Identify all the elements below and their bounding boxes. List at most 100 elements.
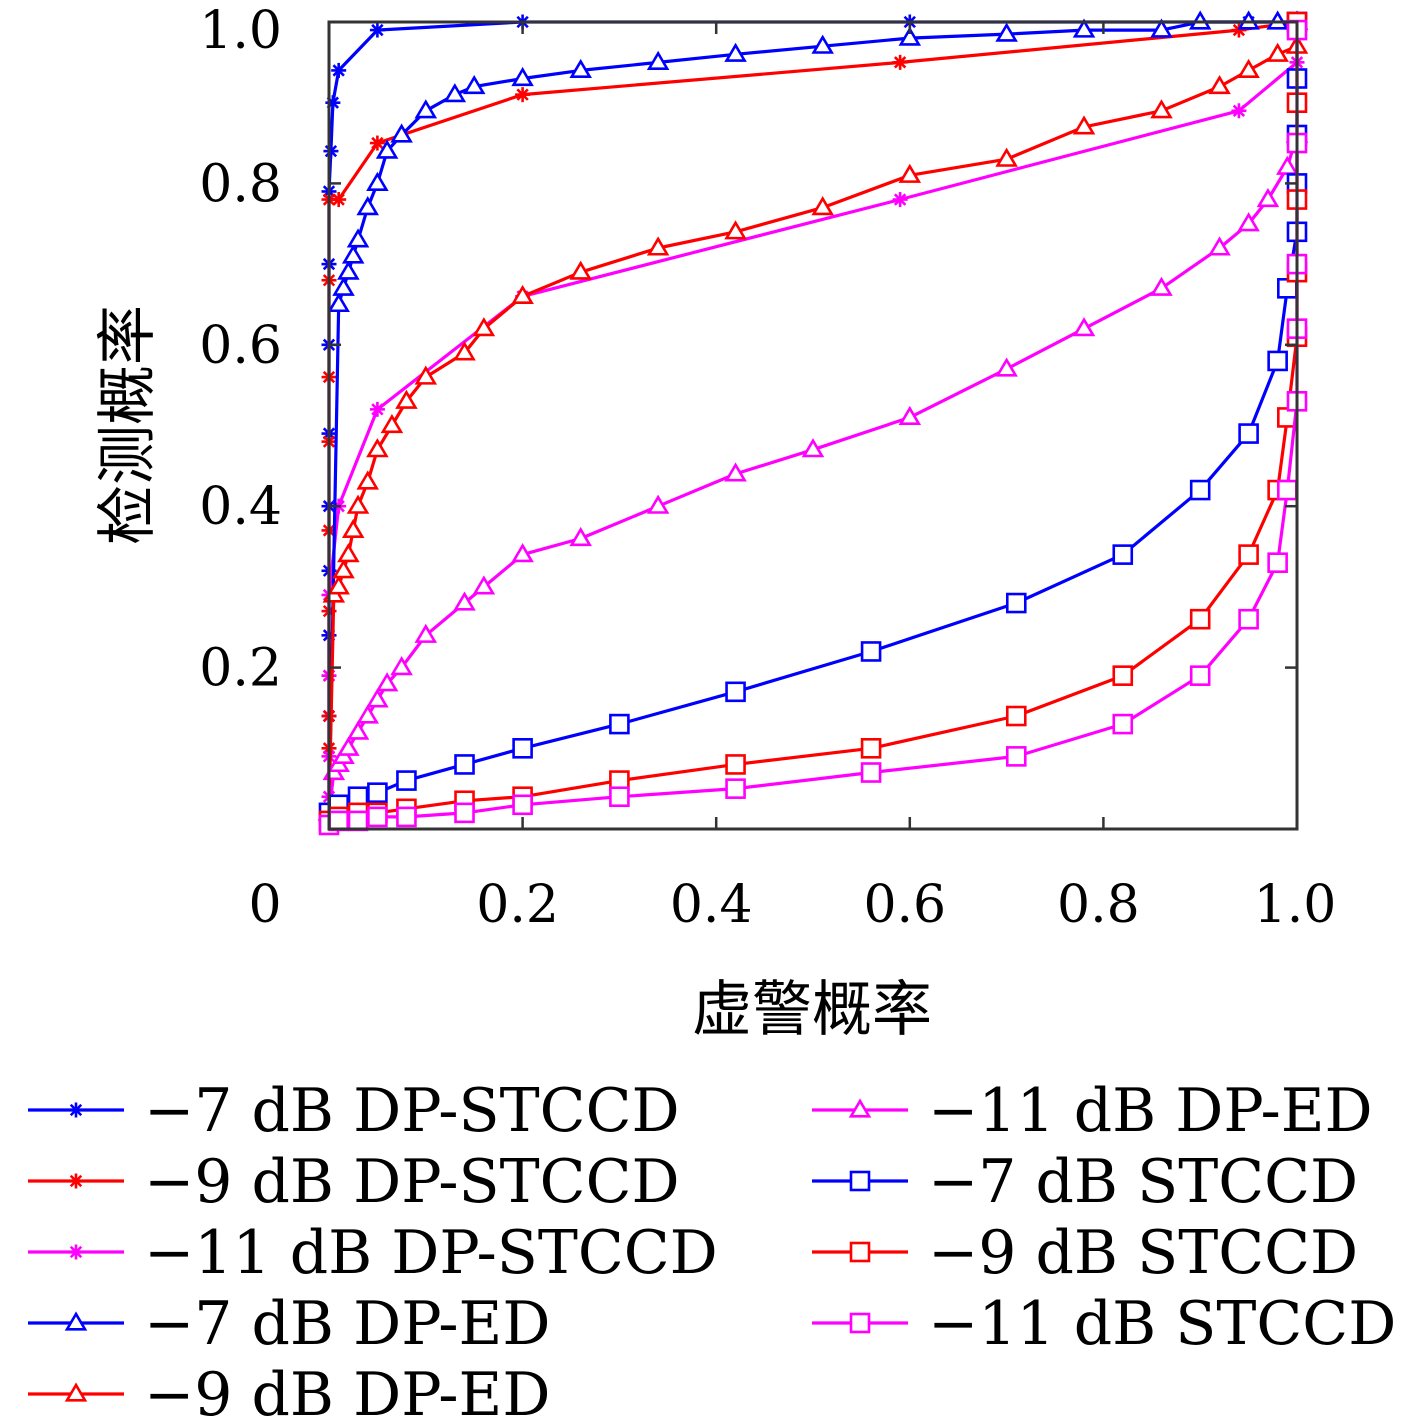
legend-label: −7 dB STCCD xyxy=(928,1147,1358,1217)
data-point xyxy=(396,806,417,828)
data-point xyxy=(811,196,834,216)
y-tick-label: 0.8 xyxy=(199,154,282,214)
legend-entry-8: −9 dB STCCD xyxy=(812,1218,1358,1288)
x-tick-label: 1.0 xyxy=(1254,875,1337,935)
data-point xyxy=(414,99,438,119)
data-point xyxy=(327,575,350,595)
data-point xyxy=(331,62,347,78)
data-point xyxy=(1112,713,1134,735)
data-point xyxy=(332,559,355,579)
legend: −7 dB DP-STCCD−9 dB DP-STCCD−11 dB DP-ST… xyxy=(28,1076,1396,1417)
data-point xyxy=(1237,212,1260,232)
data-point xyxy=(511,66,534,87)
data-point xyxy=(898,163,922,183)
data-point xyxy=(462,74,486,95)
data-point xyxy=(472,317,496,337)
data-point xyxy=(511,284,534,304)
data-point xyxy=(511,543,534,563)
data-point xyxy=(646,50,670,70)
data-point xyxy=(346,494,370,514)
data-point xyxy=(811,34,834,54)
x-tick-label: 0.8 xyxy=(1057,875,1140,935)
data-point xyxy=(390,123,413,143)
data-point xyxy=(367,782,388,803)
data-point xyxy=(515,87,531,103)
data-point xyxy=(453,341,476,361)
data-point xyxy=(569,526,592,547)
legend-label: −9 dB STCCD xyxy=(928,1218,1358,1288)
data-point xyxy=(646,494,670,514)
data-point xyxy=(1238,608,1259,630)
x-tick-label: 0.4 xyxy=(670,875,753,935)
data-point xyxy=(1238,544,1259,565)
data-point xyxy=(375,672,399,692)
legend-marker xyxy=(848,1098,872,1118)
plot-area xyxy=(329,22,1297,829)
y-tick-label: 0.4 xyxy=(199,477,282,537)
data-point xyxy=(1189,608,1211,630)
data-point xyxy=(1005,592,1027,614)
legend-marker xyxy=(64,1382,88,1402)
data-point xyxy=(337,736,360,756)
legend-entry-7: −7 dB STCCD xyxy=(812,1147,1358,1217)
data-point xyxy=(860,762,882,783)
data-point xyxy=(724,462,747,482)
legend-entry-2: −9 dB DP-STCCD xyxy=(28,1147,680,1217)
data-point xyxy=(898,26,922,46)
data-point xyxy=(472,575,496,595)
data-point xyxy=(1150,18,1173,38)
data-point xyxy=(1112,665,1134,686)
legend-label: −9 dB DP-ED xyxy=(144,1360,550,1417)
legend-marker xyxy=(68,1244,84,1260)
legend-label: −11 dB STCCD xyxy=(928,1289,1396,1359)
legend-entry-1: −7 dB DP-STCCD xyxy=(28,1076,680,1146)
data-point xyxy=(1189,479,1211,501)
data-point xyxy=(356,704,379,724)
data-point xyxy=(512,737,533,759)
data-point xyxy=(346,228,370,248)
legend-marker xyxy=(849,1170,871,1192)
x-tick-label: 0.6 xyxy=(863,875,946,935)
data-point xyxy=(341,244,365,264)
data-point xyxy=(1267,552,1288,573)
data-point xyxy=(443,83,467,103)
data-point xyxy=(1237,58,1260,79)
data-point xyxy=(323,143,339,159)
data-point xyxy=(380,413,404,434)
data-point xyxy=(1072,115,1096,135)
data-point xyxy=(366,688,389,708)
legend-label: −7 dB DP-STCCD xyxy=(144,1076,680,1146)
x-tick-label: 0 xyxy=(248,875,281,935)
data-point xyxy=(332,276,355,296)
data-point xyxy=(1005,705,1027,727)
series-5 xyxy=(317,34,1309,821)
legend-entry-5: −9 dB DP-ED xyxy=(28,1360,550,1417)
legend-entry-6: −11 dB DP-ED xyxy=(812,1076,1373,1146)
data-point xyxy=(369,401,385,417)
data-point xyxy=(414,623,438,643)
data-point xyxy=(646,236,670,256)
legend-marker xyxy=(68,1173,84,1189)
data-point xyxy=(725,754,746,775)
data-point xyxy=(569,58,592,79)
data-point xyxy=(1231,103,1247,119)
data-point xyxy=(609,713,630,735)
data-point xyxy=(331,192,347,208)
data-point xyxy=(609,786,630,808)
y-tick-label: 1.0 xyxy=(199,1,282,61)
data-point xyxy=(995,22,1018,42)
data-point xyxy=(390,656,413,676)
data-point xyxy=(356,470,379,490)
data-point xyxy=(1256,187,1280,208)
data-point xyxy=(801,438,825,458)
data-point xyxy=(724,220,747,240)
data-point xyxy=(1238,423,1259,444)
axes-layer: 0 0.2 0.4 0.6 0.8 1.0 0.2 0.4 0.6 0.8 1.0 xyxy=(199,1,1336,935)
data-point xyxy=(1266,42,1289,62)
data-point xyxy=(366,171,389,191)
data-point xyxy=(341,518,365,539)
y-tick-label: 0.6 xyxy=(199,316,282,376)
legend-entry-4: −7 dB DP-ED xyxy=(28,1289,550,1359)
legend-marker xyxy=(849,1241,871,1263)
legend-entry-9: −11 dB STCCD xyxy=(812,1289,1396,1359)
